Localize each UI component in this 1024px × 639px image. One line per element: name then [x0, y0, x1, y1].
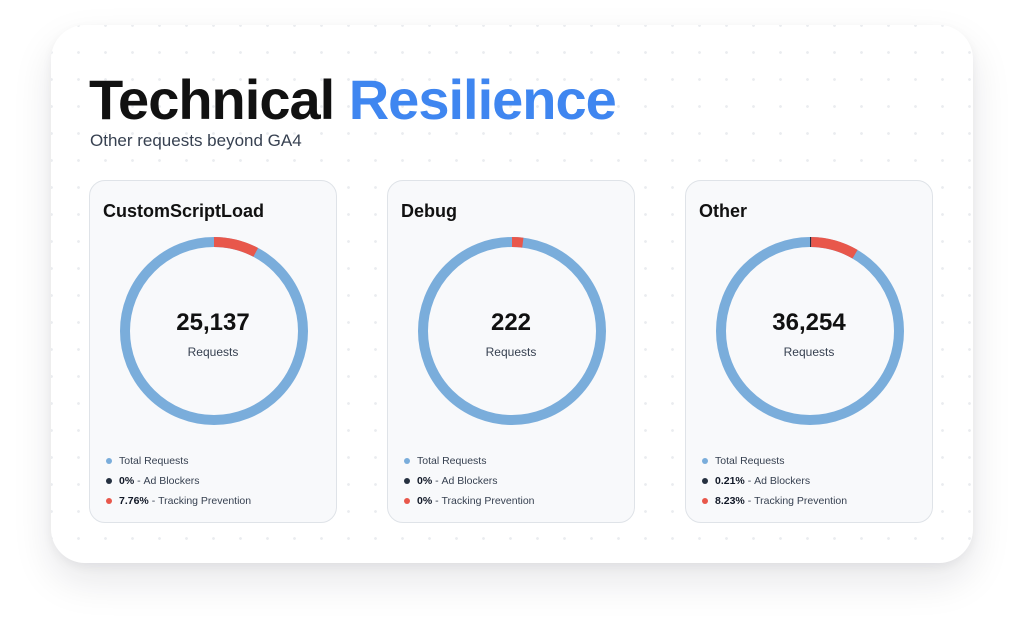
legend-dot-tracking	[702, 498, 708, 504]
tracking-percent: 7.76%	[119, 495, 149, 507]
donut-chart	[119, 236, 309, 426]
panel-title: Debug	[401, 201, 457, 221]
ad-blockers-percent: 0.21%	[715, 475, 745, 487]
legend-dot-tracking	[106, 498, 112, 504]
legend-total: Total Requests	[404, 451, 535, 471]
page-title: Technical Resilience	[89, 67, 617, 132]
legend-tracking: 8.23% - Tracking Prevention	[702, 491, 847, 511]
legend-ad-blockers-label: Ad Blockers	[441, 475, 498, 487]
legend-ad-blockers-label: Ad Blockers	[143, 475, 200, 487]
panel-customscriptload: CustomScriptLoad 25,137 Requests Total R…	[89, 180, 337, 523]
ad-blockers-percent: 0%	[119, 475, 135, 487]
donut-segment-tracking	[213, 237, 259, 257]
legend-tracking-label: Tracking Prevention	[754, 495, 848, 507]
total-requests-value: 36,254	[772, 309, 846, 336]
panel-other: Other 36,254 Requests Total Requests 0.2…	[685, 180, 933, 523]
total-requests-label: Requests	[485, 345, 537, 359]
legend-total-label: Total Requests	[417, 455, 487, 467]
legend-dot-ad-blockers	[106, 478, 112, 484]
ad-blockers-percent: 0%	[417, 475, 433, 487]
donut-segment-tracking	[810, 237, 858, 259]
panel-title: CustomScriptLoad	[103, 201, 265, 221]
donut-svg	[120, 237, 308, 425]
donut-chart	[417, 236, 607, 426]
donut-segment-tracking	[511, 237, 524, 248]
legend-dot-ad-blockers	[404, 478, 410, 484]
total-requests-value: 222	[490, 309, 532, 336]
legend-ad-blockers: 0.21% - Ad Blockers	[702, 471, 847, 491]
total-requests-value: 25,137	[176, 309, 250, 336]
legend-total-label: Total Requests	[119, 455, 189, 467]
legend: Total Requests 0% - Ad Blockers 0% - Tra…	[404, 451, 535, 511]
legend-tracking-label: Tracking Prevention	[441, 495, 535, 507]
legend-dot-ad-blockers	[702, 478, 708, 484]
legend-ad-blockers: 0% - Ad Blockers	[404, 471, 535, 491]
title-word-resilience: Resilience	[348, 68, 617, 131]
legend-total-label: Total Requests	[715, 455, 785, 467]
legend-dot-tracking	[404, 498, 410, 504]
legend-total: Total Requests	[106, 451, 251, 471]
legend-tracking-label: Tracking Prevention	[158, 495, 252, 507]
tracking-percent: 8.23%	[715, 495, 745, 507]
panel-debug: Debug 222 Requests Total Requests 0% - A…	[387, 180, 635, 523]
legend-tracking: 7.76% - Tracking Prevention	[106, 491, 251, 511]
legend: Total Requests 0% - Ad Blockers 7.76% - …	[106, 451, 251, 511]
page-subtitle: Other requests beyond GA4	[90, 131, 302, 150]
panel-title: Other	[699, 201, 748, 221]
legend-dot-total	[702, 458, 708, 464]
legend-dot-total	[404, 458, 410, 464]
title-word-technical: Technical	[89, 68, 335, 131]
main-card: Technical Resilience Other requests beyo…	[51, 25, 973, 563]
donut-chart	[715, 236, 905, 426]
legend-tracking: 0% - Tracking Prevention	[404, 491, 535, 511]
tracking-percent: 0%	[417, 495, 433, 507]
legend: Total Requests 0.21% - Ad Blockers 8.23%…	[702, 451, 847, 511]
donut-svg	[418, 237, 606, 425]
legend-ad-blockers-label: Ad Blockers	[754, 475, 811, 487]
legend-ad-blockers: 0% - Ad Blockers	[106, 471, 251, 491]
total-requests-label: Requests	[187, 345, 239, 359]
legend-total: Total Requests	[702, 451, 847, 471]
total-requests-label: Requests	[783, 345, 835, 359]
legend-dot-total	[106, 458, 112, 464]
donut-svg	[716, 237, 904, 425]
